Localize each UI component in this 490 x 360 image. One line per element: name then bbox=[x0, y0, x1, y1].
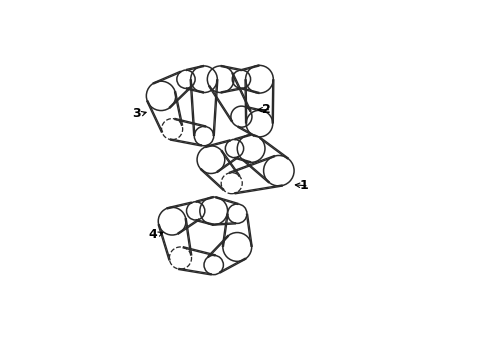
Text: 3: 3 bbox=[132, 107, 141, 120]
Text: 2: 2 bbox=[262, 103, 271, 116]
Text: 1: 1 bbox=[299, 179, 308, 193]
Text: 4: 4 bbox=[148, 228, 157, 241]
